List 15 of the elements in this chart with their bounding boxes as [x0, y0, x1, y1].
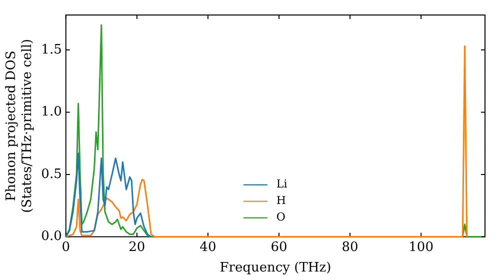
- x-tick-label: 20: [128, 240, 146, 255]
- x-axis-title: Frequency (THz): [220, 260, 332, 276]
- x-tick-label: 0: [62, 240, 70, 255]
- legend-label: O: [276, 210, 286, 224]
- legend-label: Li: [276, 178, 288, 191]
- x-tick-label: 100: [408, 240, 434, 255]
- x-tick-label: 40: [200, 240, 216, 255]
- y-tick-label: 0.0: [41, 229, 62, 244]
- x-tick-label: 80: [342, 240, 358, 255]
- y-tick-label: 1.0: [41, 104, 62, 120]
- y-axis-title: Phonon projected DOS (States/THz·primitive cell): [4, 38, 35, 213]
- legend-label: H: [276, 194, 286, 208]
- y-tick-label: 0.5: [41, 166, 62, 182]
- y-tick-label: 1.5: [41, 42, 62, 58]
- x-tick-label: 60: [270, 240, 288, 255]
